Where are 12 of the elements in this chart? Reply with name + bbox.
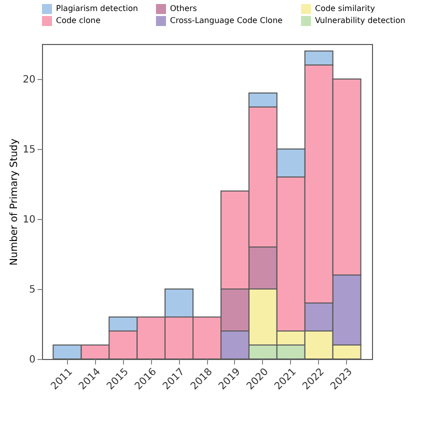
legend-label: Plagiarism detection (56, 4, 138, 13)
y-tick-label: 5 (29, 284, 36, 296)
y-tick-label: 10 (22, 214, 36, 226)
legend-label: Code clone (56, 16, 101, 25)
y-axis-title: Number of Primary Study (8, 138, 20, 266)
y-tick-label: 15 (22, 144, 36, 156)
y-tick-label: 0 (29, 354, 36, 366)
legend-label: Vulnerability detection (315, 16, 406, 25)
legend-label: Others (170, 4, 197, 13)
legend-label: Cross-Language Code Clone (170, 16, 283, 25)
y-tick-label: 20 (22, 74, 36, 86)
legend-label: Code similarity (315, 4, 376, 13)
